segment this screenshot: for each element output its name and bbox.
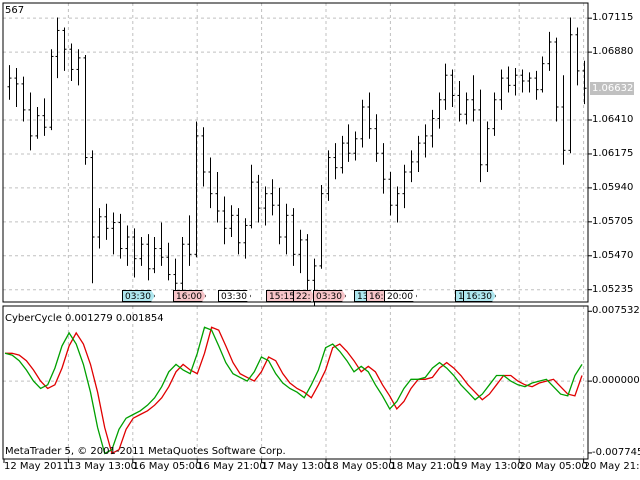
price-tick-label: 1.06410 xyxy=(592,114,634,125)
time-tick-label: 12 May 2011 xyxy=(4,461,70,472)
price-bars xyxy=(7,17,587,307)
time-tick-label: 16 May 05:00 xyxy=(132,461,202,472)
indicator-tick-label: -0.007745 xyxy=(592,446,640,458)
indicator-tick-label: 0.000000 xyxy=(592,375,640,387)
price-panel-frame xyxy=(2,2,589,303)
time-tick-label: 17 May 13:00 xyxy=(261,461,331,472)
time-tick-label: 13 May 13:00 xyxy=(68,461,137,472)
event-marker[interactable]: 16:30 xyxy=(463,290,496,302)
time-tick-label: 20 May 05:00 xyxy=(519,461,588,472)
time-tick-label: 19 May 13:00 xyxy=(454,461,524,472)
price-tick-label: 1.06880 xyxy=(592,46,634,58)
event-marker[interactable]: 03:30 xyxy=(218,290,251,302)
indicator-tick-label: 0.007532 xyxy=(592,305,640,317)
time-tick-label: 18 May 05:00 xyxy=(326,461,395,472)
current-price-label: 1.06632 xyxy=(590,81,634,95)
time-tick-label: 20 May 21:00 xyxy=(583,461,640,472)
price-tick-label: 1.05940 xyxy=(592,181,634,193)
event-marker[interactable]: 22: xyxy=(293,290,314,302)
symbol-label: 567 xyxy=(5,5,25,16)
indicator-panel-frame xyxy=(2,305,589,460)
grid-lines xyxy=(3,3,592,463)
chart-frame xyxy=(2,2,589,460)
price-tick-label: 1.07115 xyxy=(592,12,634,24)
copyright-text: MetaTrader 5, © 2001-2011 MetaQuotes Sof… xyxy=(5,446,286,457)
price-tick-label: 1.06175 xyxy=(592,147,634,159)
event-marker[interactable]: 20:00 xyxy=(384,290,417,302)
price-tick-label: 1.05235 xyxy=(592,283,634,295)
event-marker[interactable]: 16:00 xyxy=(173,290,206,302)
event-marker[interactable]: 03:30 xyxy=(313,290,346,302)
cyber-cycle-lines xyxy=(4,326,583,455)
time-tick-label: 16 May 21:00 xyxy=(197,461,266,472)
price-tick-label: 1.05705 xyxy=(592,215,634,227)
cycle-line xyxy=(4,326,583,455)
event-marker[interactable]: 03:30 xyxy=(122,290,155,302)
indicator-label: CyberCycle 0.001279 0.001854 xyxy=(5,313,164,324)
time-tick-label: 18 May 21:00 xyxy=(390,461,459,472)
trigger-line xyxy=(5,326,583,455)
price-tick-label: 1.05470 xyxy=(592,249,634,261)
